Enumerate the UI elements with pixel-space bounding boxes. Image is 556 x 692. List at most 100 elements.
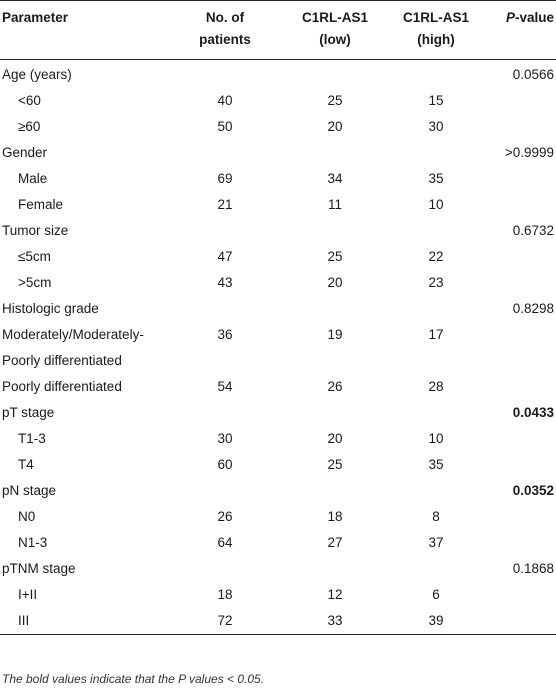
p-value-cell <box>482 452 556 478</box>
parameter-cell: <60 <box>18 93 41 108</box>
table-row: pN stage 0.0352 <box>0 478 556 504</box>
table-header-row: Parameter No. of patients C1RL-AS1 (low) C… <box>0 0 556 60</box>
patients-cell: 47 <box>217 249 233 264</box>
parameter-cell: N0 <box>18 509 36 524</box>
p-value-cell: 0.0433 <box>512 405 554 420</box>
patients-cell <box>170 218 280 244</box>
p-value-cell: 0.1868 <box>512 561 554 576</box>
low-cell <box>280 218 390 244</box>
high-cell: 39 <box>390 608 482 635</box>
high-cell: 10 <box>428 431 444 446</box>
high-cell <box>390 556 482 582</box>
low-cell <box>280 556 390 582</box>
table-row: Female 21 11 10 <box>0 192 556 218</box>
parameter-cell: pTNM stage <box>2 561 76 576</box>
low-cell <box>280 296 390 322</box>
patients-cell <box>170 478 280 504</box>
table-row: Poorly differentiated <box>0 348 556 374</box>
p-value-cell <box>482 322 556 348</box>
low-cell: 26 <box>327 379 343 394</box>
parameter-cell: Tumor size <box>2 223 69 238</box>
patients-cell <box>170 348 280 374</box>
patients-cell <box>170 556 280 582</box>
high-cell: 28 <box>428 379 444 394</box>
high-cell: 23 <box>428 275 444 290</box>
table-row: ≤5cm 47 25 22 <box>0 244 556 270</box>
low-cell: 20 <box>327 119 343 134</box>
patients-cell <box>170 296 280 322</box>
high-cell: 8 <box>432 509 440 524</box>
p-value-cell <box>482 244 556 270</box>
low-cell <box>280 478 390 504</box>
p-value-cell: 0.0566 <box>512 67 554 82</box>
patients-cell: 18 <box>217 587 233 602</box>
table-row: <60 40 25 15 <box>0 88 556 114</box>
patients-cell: 50 <box>217 119 233 134</box>
high-cell: 15 <box>428 93 444 108</box>
low-cell: 20 <box>327 431 343 446</box>
high-cell <box>390 60 482 89</box>
high-cell <box>390 478 482 504</box>
table-row: ≥60 50 20 30 <box>0 114 556 140</box>
p-value-cell <box>482 530 556 556</box>
parameter-cell: pN stage <box>2 483 57 498</box>
parameter-cell: >5cm <box>18 275 52 290</box>
high-cell: 17 <box>428 327 444 342</box>
low-cell <box>280 400 390 426</box>
header-parameter: Parameter <box>0 0 170 60</box>
p-value-cell: >0.9999 <box>504 145 554 160</box>
low-cell: 18 <box>327 509 343 524</box>
table-body: Age (years) 0.0566 <60 40 25 15 ≥60 50 20 30 Gende… <box>0 60 556 635</box>
low-cell: 27 <box>327 535 343 550</box>
low-cell: 33 <box>280 608 390 635</box>
p-value-cell <box>482 426 556 452</box>
low-cell <box>280 60 390 89</box>
table-row: Tumor size 0.6732 <box>0 218 556 244</box>
table-row: Histologic grade 0.8298 <box>0 296 556 322</box>
parameter-cell: Poorly differentiated <box>2 353 122 368</box>
low-cell: 25 <box>327 249 343 264</box>
p-value-cell <box>482 582 556 608</box>
patients-cell: 69 <box>217 171 233 186</box>
parameter-cell: Poorly differentiated <box>2 379 122 394</box>
table-row: Poorly differentiated 54 26 28 <box>0 374 556 400</box>
p-value-cell <box>482 192 556 218</box>
header-c1rl-as1-low: C1RL-AS1 (low) <box>280 0 390 60</box>
parameter-cell: Male <box>18 171 48 186</box>
parameter-cell: Female <box>18 197 64 212</box>
footnote: The bold values indicate that the P valu… <box>2 672 265 686</box>
p-value-cell <box>482 270 556 296</box>
patients-cell: 30 <box>217 431 233 446</box>
table-row: T1-3 30 20 10 <box>0 426 556 452</box>
high-cell: 30 <box>428 119 444 134</box>
table-row: >5cm 43 20 23 <box>0 270 556 296</box>
p-value-cell <box>482 504 556 530</box>
data-table: Parameter No. of patients C1RL-AS1 (low) C… <box>0 0 556 635</box>
table-row: Age (years) 0.0566 <box>0 60 556 89</box>
table-row: Moderately/Moderately- 36 19 17 <box>0 322 556 348</box>
low-cell: 25 <box>327 457 343 472</box>
patients-cell: 60 <box>217 457 233 472</box>
high-cell <box>390 140 482 166</box>
p-value-cell <box>482 114 556 140</box>
header-p-value: P-value <box>482 0 556 60</box>
table-row: Gender >0.9999 <box>0 140 556 166</box>
patients-cell: 54 <box>217 379 233 394</box>
parameter-cell: T1-3 <box>18 431 46 446</box>
parameter-cell: N1-3 <box>18 535 48 550</box>
high-cell: 37 <box>428 535 444 550</box>
high-cell: 6 <box>432 587 440 602</box>
parameter-cell: Age (years) <box>2 67 72 82</box>
table-row: N1-3 64 27 37 <box>0 530 556 556</box>
parameter-cell: ≥60 <box>18 119 41 134</box>
high-cell: 22 <box>428 249 444 264</box>
table-row: N0 26 18 8 <box>0 504 556 530</box>
patients-cell: 26 <box>217 509 233 524</box>
table-row: pT stage 0.0433 <box>0 400 556 426</box>
p-value-cell: 0.6732 <box>512 223 554 238</box>
patients-cell: 64 <box>217 535 233 550</box>
low-cell <box>280 140 390 166</box>
table-row: Male 69 34 35 <box>0 166 556 192</box>
parameter-cell: Moderately/Moderately- <box>2 327 144 342</box>
patients-cell: 43 <box>217 275 233 290</box>
